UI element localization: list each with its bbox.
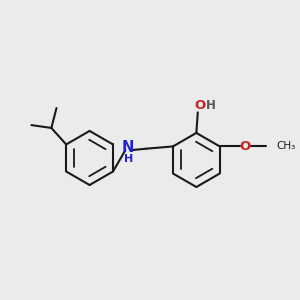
Text: N: N xyxy=(122,140,134,155)
Text: O: O xyxy=(240,140,251,153)
Text: H: H xyxy=(206,98,216,112)
Text: CH₃: CH₃ xyxy=(277,141,296,152)
Text: O: O xyxy=(194,98,206,112)
Text: H: H xyxy=(124,154,133,164)
